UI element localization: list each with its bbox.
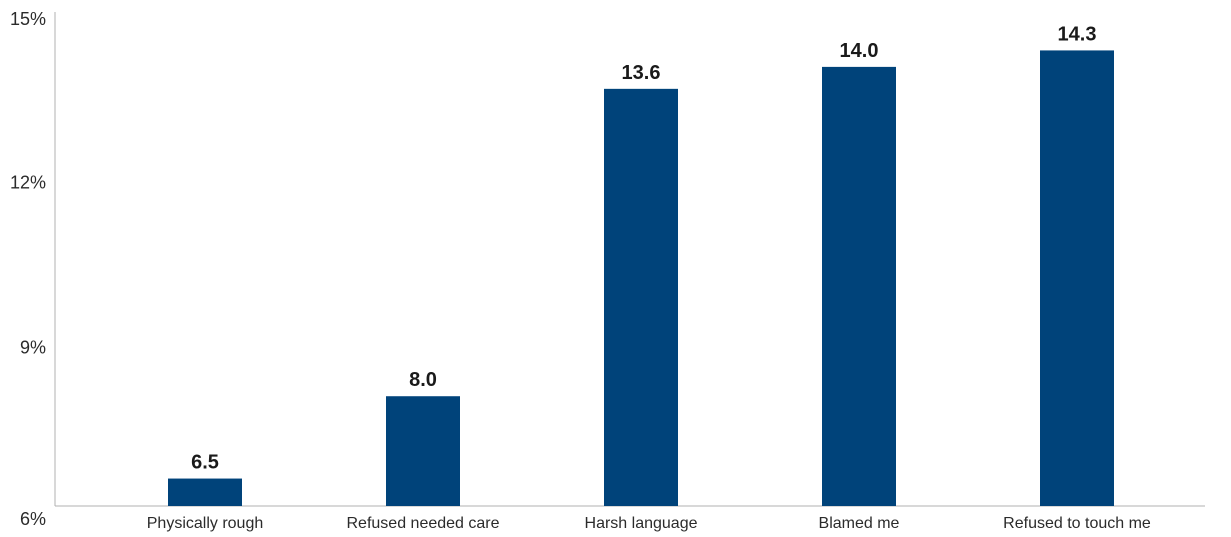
- bar: [168, 478, 242, 506]
- bar-value-label: 8.0: [409, 369, 437, 391]
- y-axis-ticks: 6% 9% 12% 15%: [10, 9, 46, 529]
- y-tick-label: 15%: [10, 9, 46, 29]
- category-label: Refused to touch me: [1003, 515, 1151, 532]
- y-tick-label: 9%: [20, 337, 46, 357]
- bar: [1040, 50, 1114, 507]
- bar: [822, 66, 896, 506]
- category-label: Physically rough: [147, 515, 264, 532]
- y-tick-label: 12%: [10, 173, 46, 193]
- category-labels-group: Physically rough Refused needed care Harsh…: [147, 515, 1151, 532]
- bars-group: [168, 50, 1114, 507]
- bar: [386, 396, 460, 506]
- y-tick-label: 6%: [20, 509, 46, 529]
- bar-value-label: 13.6: [622, 62, 661, 84]
- category-label: Refused needed care: [347, 515, 500, 532]
- bar-value-label: 6.5: [191, 452, 219, 474]
- category-label: Blamed me: [819, 515, 900, 532]
- data-labels-group: 6.5 8.0 13.6 14.0 14.3: [191, 23, 1096, 473]
- bar-value-label: 14.3: [1058, 23, 1097, 45]
- bar: [604, 88, 678, 506]
- bar-value-label: 14.0: [840, 40, 879, 62]
- category-label: Harsh language: [585, 515, 698, 532]
